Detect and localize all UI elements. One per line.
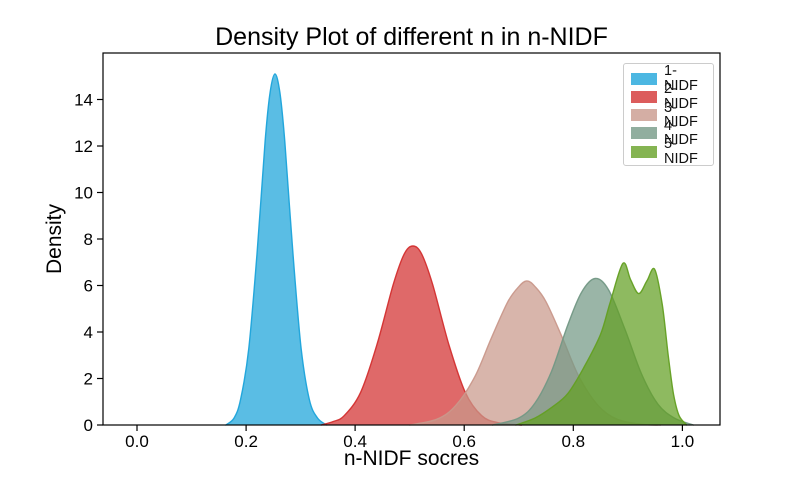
legend-swatch-icon — [631, 109, 657, 121]
legend-swatch-icon — [631, 127, 657, 140]
x-tick-label: 0.8 — [561, 432, 585, 451]
y-axis-label: Density — [43, 203, 66, 275]
legend-item: 5-NIDF — [631, 137, 707, 166]
legend-item: 4-NIDF — [631, 119, 707, 148]
density-area-1-nidf — [225, 73, 327, 426]
density-area-3-nidf — [409, 280, 661, 425]
density-area-2-nidf — [321, 246, 522, 425]
legend-swatch-icon — [631, 145, 657, 158]
legend-label: 3-NIDF — [664, 99, 698, 130]
y-tick-label: 8 — [84, 230, 93, 249]
density-outline-5-nidf — [515, 262, 688, 426]
x-axis-label: n-NIDF socres — [343, 447, 480, 470]
x-tick-label: 0.0 — [125, 432, 149, 451]
y-tick-label: 10 — [74, 184, 93, 203]
chart-title: Density Plot of different n in n-NIDF — [215, 23, 608, 51]
x-tick-label: 0.4 — [343, 432, 367, 451]
legend-label: 5-NIDF — [664, 136, 698, 167]
legend-item: 2-NIDF — [631, 82, 707, 111]
x-tick-label: 0.2 — [234, 432, 258, 451]
y-tick-label: 4 — [84, 323, 93, 342]
legend-label: 2-NIDF — [664, 81, 698, 112]
density-outline-1-nidf — [225, 73, 328, 426]
legend-item: 1-NIDF — [631, 64, 707, 93]
x-tick-label: 0.6 — [452, 432, 476, 451]
legend-label: 1-NIDF — [664, 63, 698, 94]
y-tick-label: 12 — [74, 137, 93, 156]
legend-label: 4-NIDF — [664, 117, 698, 149]
legend-swatch-icon — [631, 72, 657, 85]
density-area-5-nidf — [516, 262, 687, 425]
legend-swatch-icon — [631, 90, 657, 103]
legend-item: 3-NIDF — [631, 100, 707, 129]
y-tick-label: 2 — [84, 370, 93, 389]
x-tick-label: 1.0 — [671, 432, 695, 451]
y-tick-label: 6 — [84, 277, 93, 296]
y-tick-label: 0 — [84, 416, 93, 435]
y-tick-label: 14 — [74, 91, 93, 110]
legend: 1-NIDF 2-NIDF 3-NIDF 4-NIDF 5-NIDF — [623, 63, 714, 166]
